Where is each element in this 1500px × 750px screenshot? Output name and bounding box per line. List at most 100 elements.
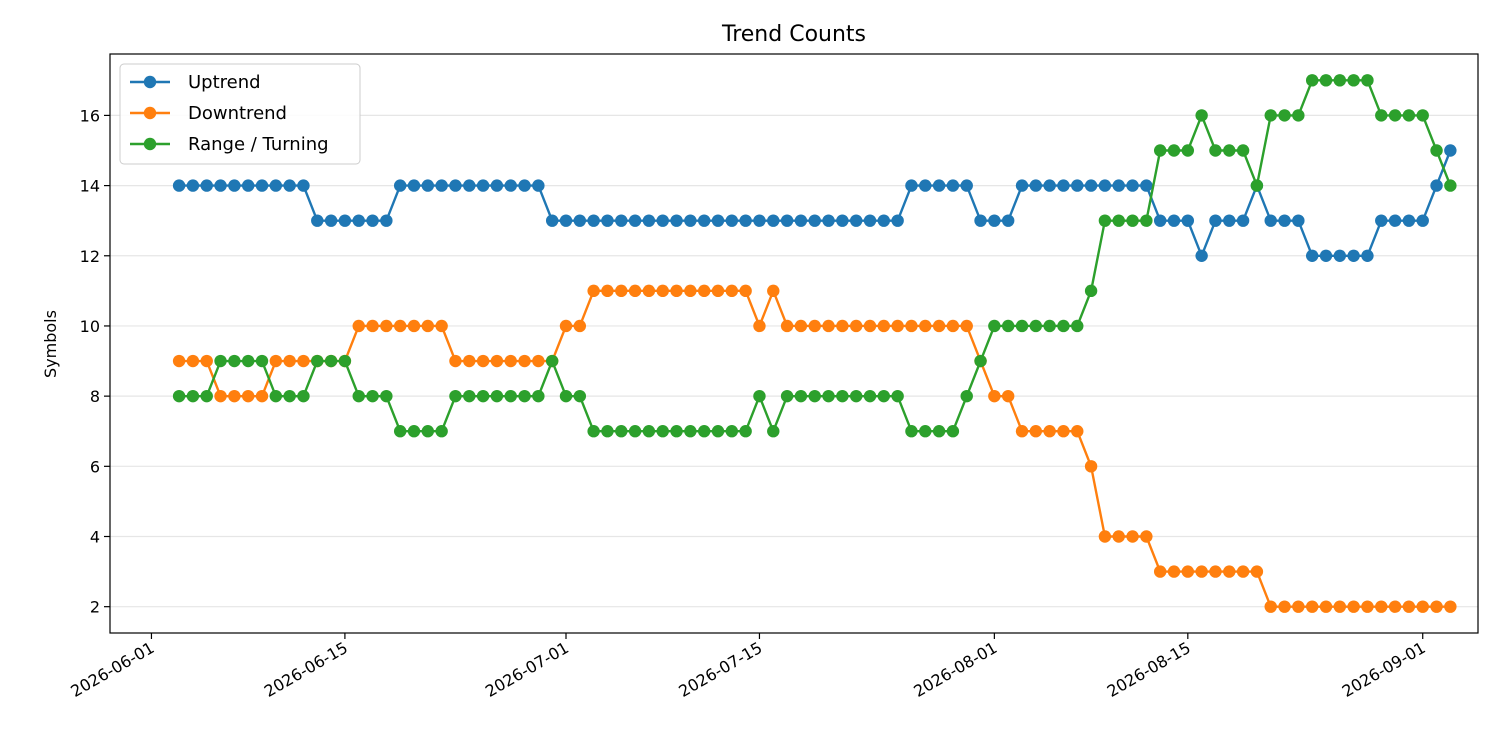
data-point — [1292, 600, 1305, 613]
y-tick-label: 8 — [90, 387, 100, 406]
data-point — [587, 284, 600, 298]
data-point — [1264, 109, 1277, 122]
data-point — [1375, 109, 1388, 122]
legend-entry: Range / Turning — [130, 134, 329, 155]
data-point — [241, 389, 255, 403]
data-point — [172, 389, 186, 403]
data-point — [905, 319, 918, 333]
data-point — [753, 319, 766, 333]
data-point — [1347, 74, 1360, 87]
data-point — [1319, 249, 1333, 262]
data-point — [1001, 319, 1015, 333]
data-point — [1112, 214, 1125, 227]
data-point — [1333, 74, 1347, 87]
data-point — [449, 389, 462, 403]
series-downtrend — [172, 284, 1457, 613]
data-point — [1195, 565, 1208, 578]
data-point — [601, 425, 614, 438]
data-point — [932, 179, 946, 192]
data-point — [960, 389, 973, 403]
data-point — [946, 179, 960, 192]
data-point — [1278, 214, 1291, 227]
data-point — [684, 214, 697, 227]
data-point — [1015, 425, 1029, 438]
data-point — [1057, 425, 1070, 438]
data-point — [877, 319, 891, 333]
data-point — [297, 389, 310, 403]
data-point — [1264, 214, 1277, 227]
data-point — [1305, 249, 1319, 262]
data-point — [1001, 214, 1015, 227]
data-point — [380, 389, 393, 403]
data-point — [836, 389, 849, 403]
data-point — [1388, 214, 1402, 227]
data-point — [449, 179, 462, 192]
data-point — [808, 214, 821, 227]
legend-label: Range / Turning — [188, 134, 329, 155]
data-point — [919, 425, 932, 438]
data-point — [849, 319, 863, 333]
data-point — [338, 214, 352, 227]
data-point — [1388, 109, 1402, 122]
data-point — [573, 214, 587, 227]
data-point — [1167, 214, 1181, 227]
data-point — [490, 354, 504, 368]
data-point — [1430, 600, 1443, 613]
legend-marker — [143, 137, 157, 151]
data-point — [186, 354, 200, 368]
data-point — [463, 179, 476, 192]
data-point — [1029, 179, 1043, 192]
data-point — [463, 389, 476, 403]
data-point — [1126, 179, 1139, 192]
data-point — [1444, 179, 1457, 192]
data-point — [1153, 214, 1167, 227]
data-point — [1140, 179, 1153, 192]
data-point — [559, 389, 573, 403]
data-point — [1375, 600, 1388, 613]
data-point — [559, 319, 573, 333]
data-point — [241, 354, 255, 368]
data-point — [435, 425, 448, 438]
data-point — [435, 179, 448, 192]
data-point — [1278, 600, 1291, 613]
data-point — [1181, 144, 1195, 157]
data-point — [297, 354, 310, 368]
y-tick-label: 6 — [90, 457, 100, 476]
legend: Uptrend Downtrend Range / Turning — [119, 63, 361, 165]
data-point — [1015, 319, 1029, 333]
data-point — [352, 389, 365, 403]
data-point — [186, 179, 200, 192]
data-point — [449, 354, 462, 368]
data-point — [601, 284, 614, 298]
data-point — [1043, 319, 1056, 333]
data-point — [255, 389, 269, 403]
data-point — [780, 319, 794, 333]
data-point — [200, 179, 213, 192]
data-point — [1043, 179, 1056, 192]
legend-marker — [143, 75, 157, 89]
legend-box — [119, 63, 361, 165]
data-point — [1236, 144, 1250, 157]
data-point — [739, 214, 752, 227]
data-point — [905, 179, 918, 192]
data-point — [186, 389, 200, 403]
data-point — [794, 389, 808, 403]
data-point — [1236, 565, 1250, 578]
data-point — [1347, 600, 1360, 613]
data-point — [711, 425, 725, 438]
data-point — [1223, 565, 1236, 578]
data-point — [407, 319, 421, 333]
data-point — [822, 214, 835, 227]
data-point — [435, 319, 448, 333]
data-point — [946, 425, 960, 438]
data-point — [366, 214, 379, 227]
y-tick-label: 10 — [80, 317, 100, 336]
data-point — [767, 284, 780, 298]
data-point — [1195, 249, 1208, 262]
data-point — [753, 214, 766, 227]
data-point — [767, 425, 780, 438]
data-point — [1223, 214, 1236, 227]
data-point — [269, 389, 283, 403]
data-point — [1181, 214, 1195, 227]
data-point — [863, 389, 877, 403]
